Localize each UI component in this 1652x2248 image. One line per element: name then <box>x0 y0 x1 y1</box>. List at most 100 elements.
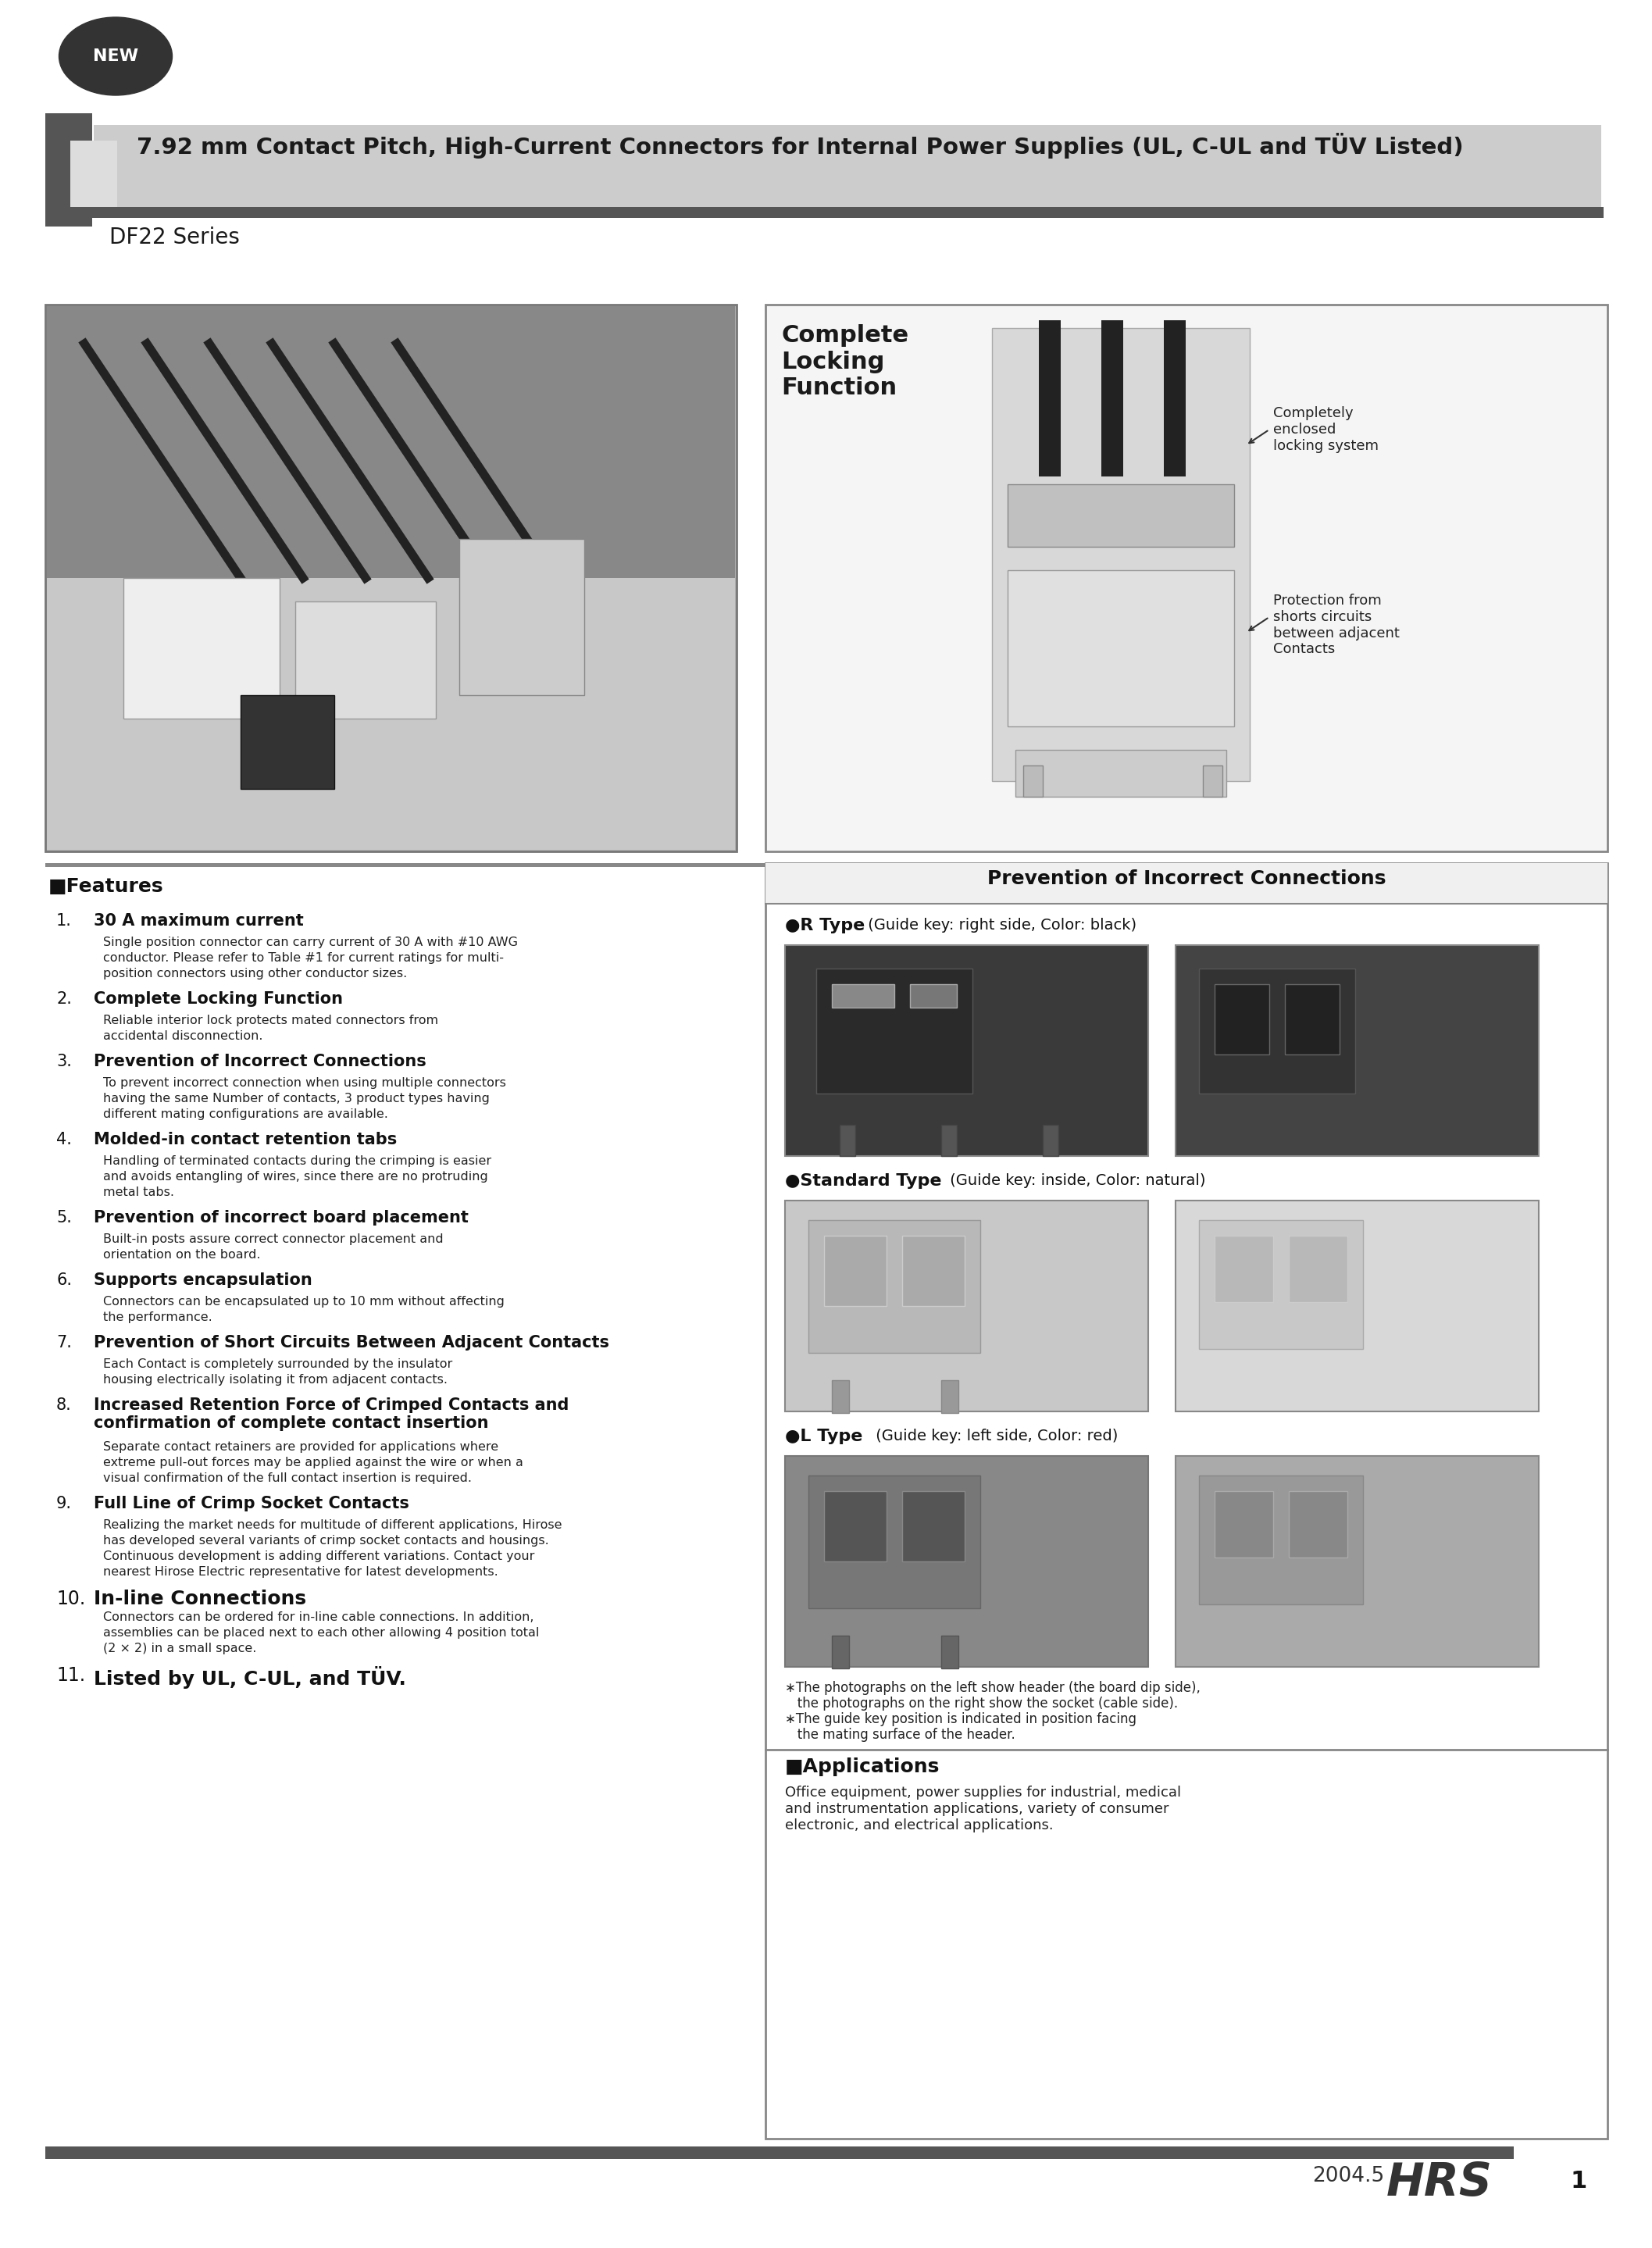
Text: Handling of terminated contacts during the crimping is easier: Handling of terminated contacts during t… <box>102 1155 491 1167</box>
Ellipse shape <box>59 18 172 94</box>
Text: Completely
enclosed
locking system: Completely enclosed locking system <box>1274 407 1379 452</box>
Text: (Guide key: inside, Color: natural): (Guide key: inside, Color: natural) <box>945 1173 1206 1187</box>
Bar <box>785 1457 1148 1666</box>
Text: ∗The photographs on the left show header (the board dip side),: ∗The photographs on the left show header… <box>785 1682 1201 1695</box>
Text: Listed by UL, C-UL, and TÜV.: Listed by UL, C-UL, and TÜV. <box>94 1666 406 1688</box>
Bar <box>1289 1490 1348 1558</box>
Bar <box>808 1475 980 1607</box>
Text: Increased Retention Force of Crimped Contacts and
confirmation of complete conta: Increased Retention Force of Crimped Con… <box>94 1398 568 1432</box>
Text: ●R Type: ●R Type <box>785 917 866 933</box>
Bar <box>833 1637 849 1668</box>
Text: 30 A maximum current: 30 A maximum current <box>94 913 304 928</box>
Bar <box>1176 1457 1538 1666</box>
Text: 4.: 4. <box>56 1131 71 1146</box>
Text: Separate contact retainers are provided for applications where: Separate contact retainers are provided … <box>102 1441 499 1452</box>
Bar <box>1039 319 1061 477</box>
Text: Prevention of incorrect board placement: Prevention of incorrect board placement <box>94 1209 469 1225</box>
Bar <box>1214 1236 1274 1302</box>
Bar <box>942 1380 958 1414</box>
Bar <box>71 142 117 207</box>
Bar <box>808 1221 980 1353</box>
Bar <box>94 126 1601 207</box>
Text: Supports encapsulation: Supports encapsulation <box>94 1272 312 1288</box>
Bar <box>45 112 93 227</box>
Bar <box>839 1124 856 1155</box>
Bar <box>1285 985 1340 1054</box>
Text: 5.: 5. <box>56 1209 71 1225</box>
Bar <box>1008 483 1234 546</box>
Text: having the same Number of contacts, 3 product types having: having the same Number of contacts, 3 pr… <box>102 1093 489 1104</box>
Text: Connectors can be ordered for in-line cable connections. In addition,: Connectors can be ordered for in-line ca… <box>102 1612 534 1623</box>
Text: Prevention of Incorrect Connections: Prevention of Incorrect Connections <box>94 1054 426 1070</box>
Bar <box>45 306 737 852</box>
Bar <box>1176 944 1538 1155</box>
Bar <box>45 207 1604 218</box>
Text: orientation on the board.: orientation on the board. <box>102 1250 261 1261</box>
Text: 2.: 2. <box>56 991 71 1007</box>
Bar <box>1102 319 1123 477</box>
Bar <box>910 985 957 1007</box>
Bar <box>1289 1236 1348 1302</box>
Bar <box>46 306 735 580</box>
Text: Protection from
shorts circuits
between adjacent
Contacts: Protection from shorts circuits between … <box>1274 593 1399 656</box>
Text: 10.: 10. <box>56 1589 86 1607</box>
Text: and avoids entangling of wires, since there are no protruding: and avoids entangling of wires, since th… <box>102 1171 487 1182</box>
Bar <box>1008 571 1234 726</box>
Text: 7.: 7. <box>56 1335 71 1351</box>
Text: (2 × 2) in a small space.: (2 × 2) in a small space. <box>102 1643 256 1655</box>
Bar <box>1203 767 1222 796</box>
Bar <box>1199 1475 1363 1605</box>
Text: ●L Type: ●L Type <box>785 1430 862 1443</box>
Bar <box>902 1236 965 1306</box>
Text: has developed several variants of crimp socket contacts and housings.: has developed several variants of crimp … <box>102 1535 548 1547</box>
Text: conductor. Please refer to Table #1 for current ratings for multi-: conductor. Please refer to Table #1 for … <box>102 953 504 964</box>
Bar <box>942 1637 958 1668</box>
Text: HRS: HRS <box>1386 2160 1492 2205</box>
Bar <box>991 328 1251 780</box>
Text: Office equipment, power supplies for industrial, medical
and instrumentation app: Office equipment, power supplies for ind… <box>785 1785 1181 1832</box>
Text: ■Features: ■Features <box>48 877 164 897</box>
Bar <box>46 578 735 850</box>
Text: visual confirmation of the full contact insertion is required.: visual confirmation of the full contact … <box>102 1472 472 1484</box>
Text: position connectors using other conductor sizes.: position connectors using other conducto… <box>102 969 406 980</box>
Text: To prevent incorrect connection when using multiple connectors: To prevent incorrect connection when usi… <box>102 1077 506 1088</box>
Bar <box>296 602 436 719</box>
Bar <box>459 540 585 695</box>
Text: Full Line of Crimp Socket Contacts: Full Line of Crimp Socket Contacts <box>94 1495 410 1511</box>
Bar <box>785 944 1148 1155</box>
Bar <box>1042 1124 1059 1155</box>
Bar <box>942 1124 957 1155</box>
Text: metal tabs.: metal tabs. <box>102 1187 173 1198</box>
Text: Complete Locking Function: Complete Locking Function <box>94 991 344 1007</box>
Text: Connectors can be encapsulated up to 10 mm without affecting: Connectors can be encapsulated up to 10 … <box>102 1295 504 1308</box>
Bar <box>765 863 1607 904</box>
Bar <box>45 863 1607 868</box>
Text: 3.: 3. <box>56 1054 71 1070</box>
Text: DF22 Series: DF22 Series <box>109 227 240 247</box>
Text: Single position connector can carry current of 30 A with #10 AWG: Single position connector can carry curr… <box>102 937 517 949</box>
Bar <box>765 306 1607 852</box>
Text: 2004.5: 2004.5 <box>1312 2167 1384 2187</box>
Bar <box>1176 1200 1538 1412</box>
Text: extreme pull-out forces may be applied against the wire or when a: extreme pull-out forces may be applied a… <box>102 1457 524 1468</box>
Bar <box>816 969 973 1093</box>
Text: assemblies can be placed next to each other allowing 4 position total: assemblies can be placed next to each ot… <box>102 1628 539 1639</box>
Text: (Guide key: left side, Color: red): (Guide key: left side, Color: red) <box>871 1430 1118 1443</box>
Bar <box>1016 751 1226 796</box>
Text: In-line Connections: In-line Connections <box>94 1589 306 1607</box>
Text: the mating surface of the header.: the mating surface of the header. <box>785 1729 1016 1742</box>
Text: accidental disconnection.: accidental disconnection. <box>102 1030 263 1043</box>
Text: the photographs on the right show the socket (cable side).: the photographs on the right show the so… <box>785 1697 1178 1711</box>
Text: ■Applications: ■Applications <box>785 1758 940 1776</box>
Text: Built-in posts assure correct connector placement and: Built-in posts assure correct connector … <box>102 1234 443 1245</box>
Bar <box>124 578 279 719</box>
Bar <box>833 1380 849 1414</box>
Text: ∗The guide key position is indicated in position facing: ∗The guide key position is indicated in … <box>785 1713 1137 1726</box>
Text: Each Contact is completely surrounded by the insulator: Each Contact is completely surrounded by… <box>102 1358 453 1369</box>
Text: 6.: 6. <box>56 1272 71 1288</box>
Bar <box>902 1490 965 1562</box>
Text: ●Standard Type: ●Standard Type <box>785 1173 942 1189</box>
Text: Reliable interior lock protects mated connectors from: Reliable interior lock protects mated co… <box>102 1014 438 1027</box>
Text: Realizing the market needs for multitude of different applications, Hirose: Realizing the market needs for multitude… <box>102 1520 562 1531</box>
Text: NEW: NEW <box>93 49 139 63</box>
